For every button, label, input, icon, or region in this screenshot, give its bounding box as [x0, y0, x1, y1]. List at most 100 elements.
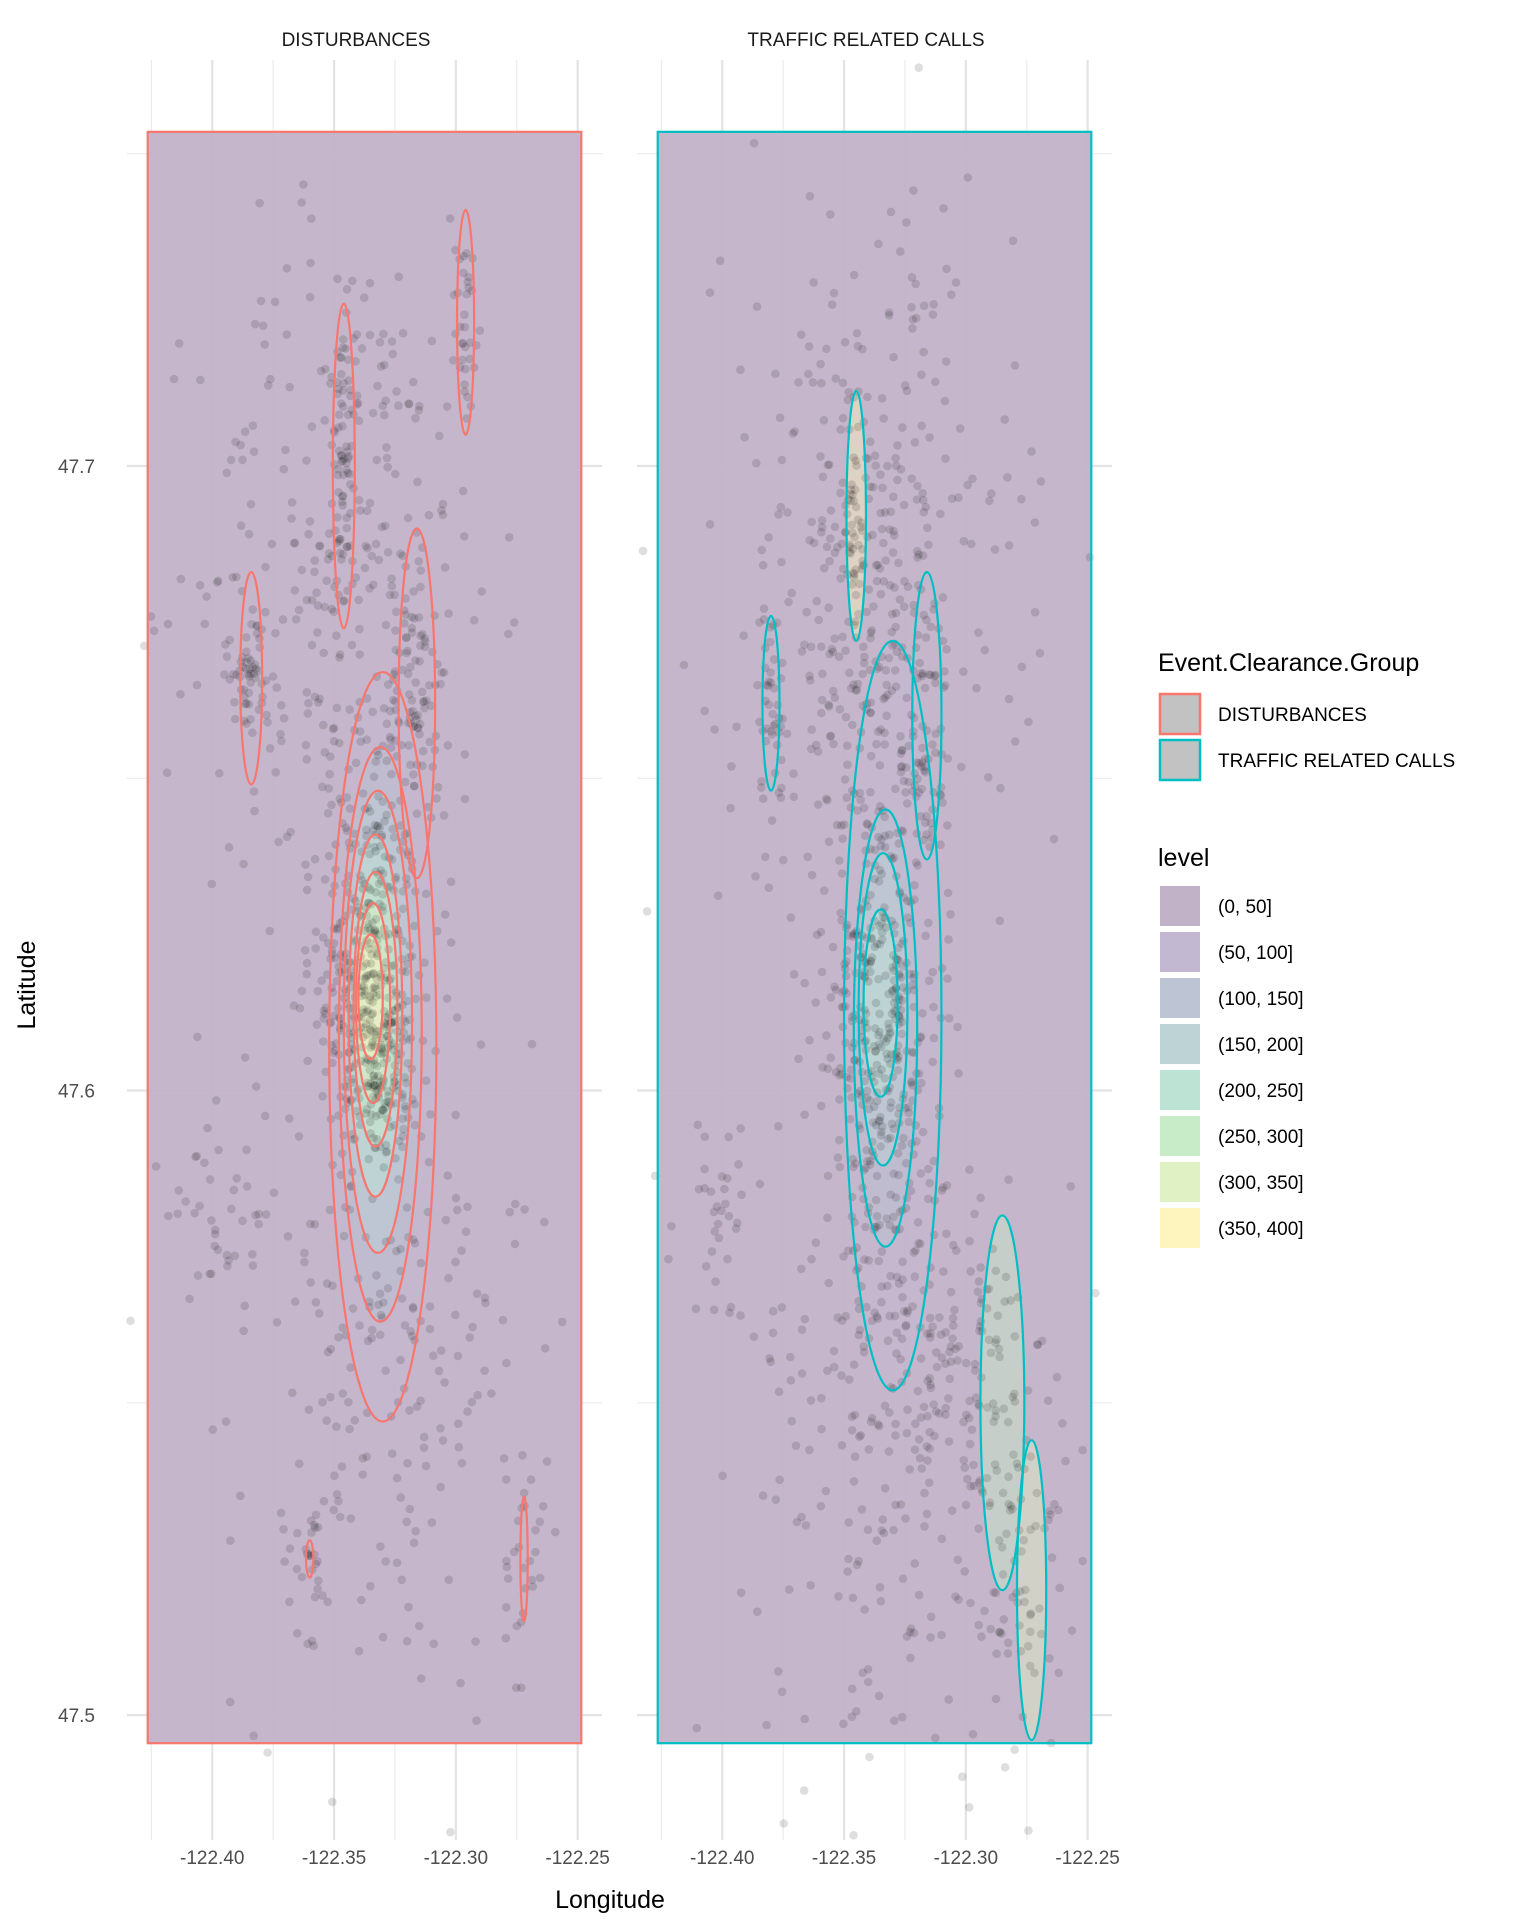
event-point — [835, 856, 844, 865]
event-point — [912, 758, 922, 767]
event-point — [360, 1023, 369, 1032]
event-point — [387, 574, 396, 583]
event-point — [779, 855, 788, 865]
event-point — [394, 401, 403, 411]
density-contour — [852, 808, 919, 1248]
event-point — [1026, 1610, 1035, 1620]
event-point — [807, 517, 816, 527]
event-point — [886, 1103, 895, 1113]
event-point — [887, 1009, 897, 1019]
density-contour — [862, 908, 899, 1098]
event-point — [306, 258, 315, 268]
event-point — [429, 1351, 438, 1360]
event-point — [338, 1389, 348, 1398]
event-point — [898, 983, 908, 992]
event-point — [242, 719, 251, 728]
event-point — [874, 662, 884, 672]
event-point — [373, 821, 382, 831]
event-point — [335, 548, 345, 558]
event-point — [414, 557, 424, 566]
event-point — [829, 686, 838, 696]
event-point — [899, 776, 909, 786]
event-point — [710, 725, 719, 734]
event-point — [311, 1298, 321, 1307]
event-point — [997, 1543, 1007, 1552]
event-point — [285, 1597, 294, 1607]
event-point — [336, 353, 346, 363]
event-point — [866, 787, 875, 797]
event-point — [379, 1106, 388, 1115]
event-point — [953, 1555, 963, 1565]
event-point — [297, 198, 307, 207]
event-point — [872, 1312, 882, 1321]
event-point — [941, 681, 950, 690]
event-point — [302, 969, 312, 979]
event-point — [255, 198, 264, 208]
event-point — [906, 1653, 915, 1663]
event-point — [410, 921, 419, 931]
event-point — [897, 1712, 907, 1722]
event-point — [403, 646, 412, 656]
event-point — [957, 762, 966, 772]
event-point — [777, 783, 786, 793]
event-point — [451, 245, 460, 255]
event-point — [387, 769, 396, 779]
event-point — [879, 577, 888, 586]
event-point — [299, 180, 308, 189]
event-point — [893, 1055, 903, 1065]
x-tick-label: -122.30 — [934, 1848, 998, 1869]
event-point — [398, 1114, 407, 1123]
event-point — [970, 1359, 980, 1369]
event-point — [453, 1419, 463, 1428]
event-point — [846, 489, 855, 499]
event-point — [357, 344, 367, 353]
event-point — [945, 1347, 954, 1357]
event-point — [991, 1694, 1001, 1704]
event-point — [538, 1501, 548, 1511]
legend-label: (250, 300] — [1218, 1127, 1304, 1148]
event-point — [946, 1287, 956, 1297]
event-point — [835, 1162, 845, 1172]
event-point — [449, 290, 459, 300]
event-point — [381, 1022, 391, 1031]
event-point — [805, 191, 815, 201]
event-point — [290, 586, 300, 595]
event-point — [863, 1156, 872, 1166]
event-point — [352, 330, 362, 339]
event-point — [306, 1219, 315, 1229]
event-point — [380, 816, 389, 826]
event-point — [263, 381, 273, 390]
event-point — [244, 672, 254, 681]
event-point — [908, 1081, 917, 1090]
event-point — [342, 826, 352, 836]
event-point — [985, 1498, 995, 1507]
event-point — [335, 534, 344, 544]
event-point — [837, 1441, 847, 1450]
event-point — [873, 560, 882, 570]
event-point — [869, 602, 878, 611]
event-point — [786, 913, 796, 922]
event-point — [766, 678, 776, 687]
event-point — [923, 1376, 932, 1385]
event-point — [774, 510, 783, 519]
event-point — [446, 938, 456, 947]
event-point — [406, 1033, 416, 1043]
event-point — [866, 708, 875, 718]
event-point — [764, 677, 774, 686]
legend-key-level — [1160, 1162, 1200, 1202]
event-point — [222, 652, 232, 661]
event-point — [1045, 1654, 1054, 1663]
event-point — [820, 886, 829, 895]
event-point — [463, 392, 472, 402]
event-point — [354, 595, 364, 605]
event-point — [333, 513, 342, 522]
event-point — [715, 256, 725, 266]
event-point — [910, 881, 919, 890]
event-point — [920, 683, 930, 693]
event-point — [460, 380, 469, 389]
event-point — [827, 644, 837, 654]
event-point — [857, 526, 867, 535]
event-point — [877, 1127, 886, 1137]
event-point — [769, 683, 779, 693]
event-point — [407, 696, 417, 705]
